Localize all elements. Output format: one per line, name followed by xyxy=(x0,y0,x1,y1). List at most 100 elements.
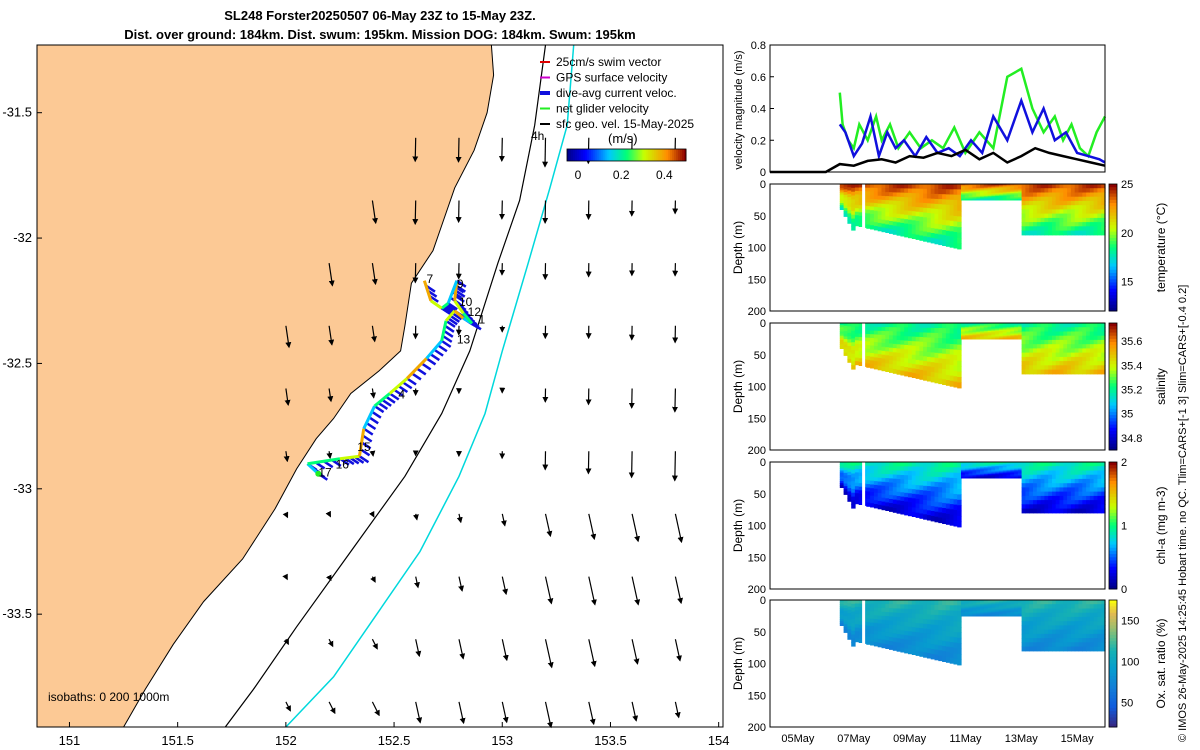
section-cell xyxy=(1021,348,1026,354)
day-label: 16 xyxy=(336,458,350,472)
section-cell xyxy=(1063,331,1068,337)
section-cell xyxy=(1052,331,1057,337)
section-cell xyxy=(983,191,989,194)
section-cell xyxy=(1059,356,1064,362)
section-cell xyxy=(1014,334,1019,337)
section-cell xyxy=(908,462,913,468)
section-cell xyxy=(870,499,875,504)
section-cell xyxy=(908,497,913,503)
time-tick-label: 09May xyxy=(893,733,927,745)
section-cell xyxy=(858,184,864,189)
section-cell xyxy=(1036,629,1042,635)
section-colorbar-cell xyxy=(1109,490,1117,495)
section-cell xyxy=(938,214,943,220)
section-cell xyxy=(964,191,970,194)
section-cell xyxy=(957,323,962,329)
section-cell xyxy=(1048,600,1053,605)
section-cell xyxy=(998,190,1004,193)
section-cell xyxy=(926,619,932,625)
section-colorbar-frame xyxy=(1108,461,1118,590)
section-cell xyxy=(949,365,955,371)
section-cell xyxy=(870,210,875,215)
section-cell xyxy=(877,199,883,205)
section-cell xyxy=(1048,184,1053,189)
section-cell xyxy=(870,206,875,211)
section-cell xyxy=(1055,213,1061,219)
section-cell xyxy=(980,602,985,605)
section-cell xyxy=(1010,471,1015,474)
section-cell xyxy=(904,201,909,207)
section-cell xyxy=(851,330,856,336)
section-cell xyxy=(915,475,920,481)
section-cell xyxy=(919,332,924,338)
section-cell xyxy=(976,332,981,335)
section-cell xyxy=(934,614,939,621)
section-cell xyxy=(1089,616,1095,622)
section-cell xyxy=(1086,226,1091,232)
section-cell xyxy=(1036,361,1042,366)
section-cell xyxy=(995,186,1000,189)
section-cell xyxy=(1074,633,1080,639)
section-cell xyxy=(934,605,939,611)
section-cell xyxy=(1017,466,1023,468)
section-cell xyxy=(900,231,905,237)
section-cell xyxy=(889,327,894,332)
section-cell xyxy=(923,332,928,338)
dive-avg-vector xyxy=(393,388,404,397)
section-cell xyxy=(934,644,939,651)
section-cell xyxy=(839,346,845,349)
section-cell xyxy=(1078,508,1083,514)
section-cell xyxy=(877,481,883,486)
section-cell xyxy=(1097,604,1102,609)
section-cell xyxy=(964,323,970,325)
section-cell xyxy=(1040,192,1045,198)
section-cell xyxy=(1014,194,1019,197)
section-cell xyxy=(1078,222,1083,227)
section-cell xyxy=(938,343,943,349)
section-cell xyxy=(1089,621,1095,626)
section-cell xyxy=(957,483,962,490)
section-cell xyxy=(934,213,939,220)
section-cell xyxy=(870,338,875,343)
section-cell xyxy=(892,491,898,497)
section-cell xyxy=(1082,625,1087,631)
section-cell xyxy=(930,649,936,655)
section-cell xyxy=(839,327,845,330)
section-cell xyxy=(945,374,951,381)
section-cell xyxy=(877,631,883,636)
section-cell xyxy=(972,462,977,464)
section-cell xyxy=(991,327,996,329)
section-colorbar-cell xyxy=(1109,323,1117,327)
section-cell xyxy=(915,373,920,379)
section-cell xyxy=(904,648,909,654)
section-cell xyxy=(1101,335,1106,341)
section-cell xyxy=(1067,462,1072,467)
section-colorbar-cell xyxy=(1109,411,1117,416)
section-cell xyxy=(858,610,864,615)
section-cell xyxy=(1078,487,1083,493)
section-cell xyxy=(866,611,871,616)
section-cell xyxy=(998,185,1004,188)
section-cell xyxy=(1025,629,1030,635)
dive-avg-vector xyxy=(451,312,463,321)
section-cell xyxy=(854,208,860,213)
section-cell xyxy=(998,328,1004,331)
section-cell xyxy=(926,371,932,377)
section-cell xyxy=(892,495,898,501)
section-cell xyxy=(1017,189,1023,192)
section-cell xyxy=(1089,188,1095,193)
section-cell xyxy=(987,609,992,612)
section-cell xyxy=(957,366,962,373)
section-cell xyxy=(1086,356,1091,362)
section-cell xyxy=(995,611,1000,614)
section-cell xyxy=(892,225,898,231)
section-cell xyxy=(1010,332,1015,335)
section-cell xyxy=(1059,196,1064,202)
section-cell xyxy=(953,349,958,356)
section-cell xyxy=(1040,470,1045,476)
section-cell xyxy=(1036,487,1042,493)
section-cell xyxy=(870,326,875,331)
section-cell xyxy=(1074,369,1080,375)
section-cell xyxy=(1086,365,1091,371)
section-cell xyxy=(1067,327,1072,332)
